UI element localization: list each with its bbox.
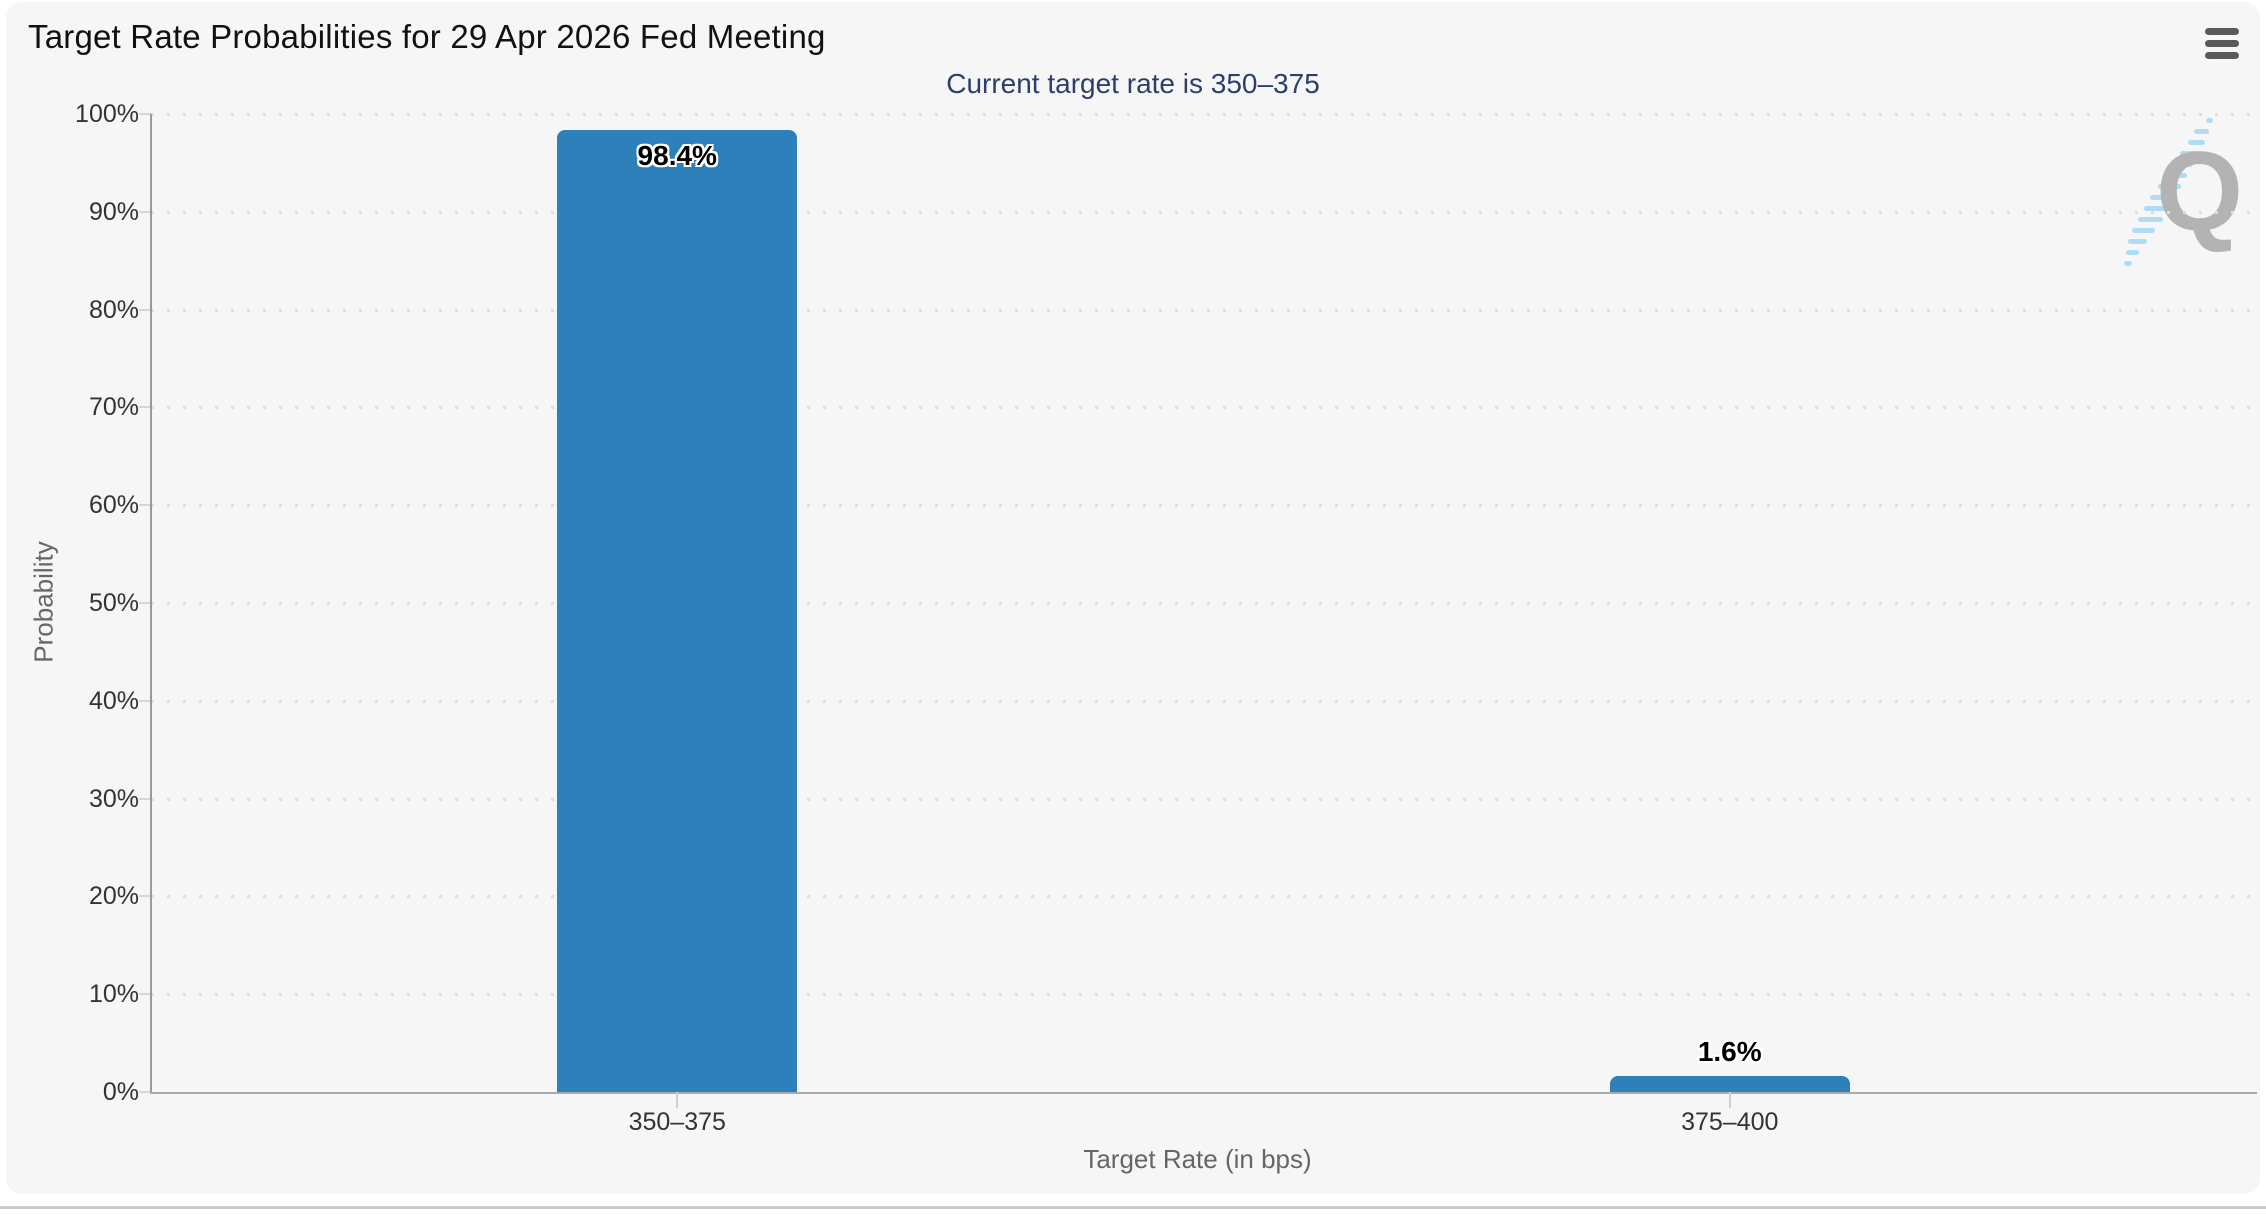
y-axis-tick-label: 40% xyxy=(88,686,139,715)
bar-value-label: 98.4% xyxy=(637,139,717,171)
x-axis-tick-label: 375–400 xyxy=(1681,1108,1779,1136)
gridline xyxy=(151,895,2256,899)
y-axis-tick-label: 90% xyxy=(88,197,139,226)
y-axis-tick xyxy=(139,797,151,800)
x-axis-tick-label: 350–375 xyxy=(628,1108,726,1136)
chart-bar[interactable] xyxy=(557,129,798,1092)
chart-context-menu-button[interactable] xyxy=(2202,24,2242,62)
gridline xyxy=(151,308,2256,312)
gridline xyxy=(151,406,2256,410)
hamburger-icon xyxy=(2205,39,2239,47)
y-axis-tick-label: 0% xyxy=(102,1078,139,1106)
chart-bar[interactable] xyxy=(1609,1076,1850,1092)
y-axis-tick-label: 10% xyxy=(88,980,139,1009)
y-axis-tick xyxy=(139,113,151,115)
gridline xyxy=(151,113,2256,116)
y-axis-tick xyxy=(139,504,151,507)
chart-card: Target Rate Probabilities for 29 Apr 202… xyxy=(6,2,2260,1194)
y-axis-title: Probability xyxy=(28,541,59,663)
gridline xyxy=(151,602,2256,605)
y-axis-tick-label: 30% xyxy=(88,784,139,813)
bar-value-label: 1.6% xyxy=(1697,1036,1762,1068)
x-axis-tick xyxy=(1728,1092,1731,1108)
gridline xyxy=(151,210,2256,214)
gridline xyxy=(151,993,2256,997)
y-axis-tick-label: 70% xyxy=(88,393,139,422)
y-axis-tick-label: 80% xyxy=(88,295,139,324)
gridline xyxy=(151,504,2256,508)
y-axis-tick xyxy=(139,210,151,213)
x-axis-title: Target Rate (in bps) xyxy=(1083,1144,1312,1174)
y-axis-tick xyxy=(139,699,151,702)
x-axis-tick xyxy=(676,1092,679,1108)
y-axis-tick xyxy=(139,602,151,604)
y-axis-tick-label: 100% xyxy=(75,100,139,128)
hamburger-icon xyxy=(2205,27,2239,35)
y-axis-tick-label: 50% xyxy=(88,589,139,617)
gridline xyxy=(151,797,2256,801)
plot-area: 0% 10% 20% 30% 40% 50% 60% 70% 80% 90% 100% 98.4% 35… xyxy=(6,2,2260,1194)
y-axis-tick-label: 60% xyxy=(88,491,139,520)
gridline xyxy=(151,699,2256,703)
y-axis-line xyxy=(150,114,152,1092)
chart-subtitle: Current target rate is 350–375 xyxy=(946,68,1320,99)
y-axis-tick xyxy=(139,895,151,898)
bottom-divider xyxy=(0,1206,2266,1209)
chart-title: Target Rate Probabilities for 29 Apr 202… xyxy=(28,18,826,55)
y-axis-tick xyxy=(139,308,151,311)
y-axis-tick-label: 20% xyxy=(88,882,139,911)
y-axis-tick xyxy=(139,993,151,996)
hamburger-icon xyxy=(2205,51,2239,59)
x-axis-line xyxy=(150,1092,2257,1094)
y-axis-tick xyxy=(139,406,151,409)
y-axis-tick xyxy=(139,1091,151,1093)
